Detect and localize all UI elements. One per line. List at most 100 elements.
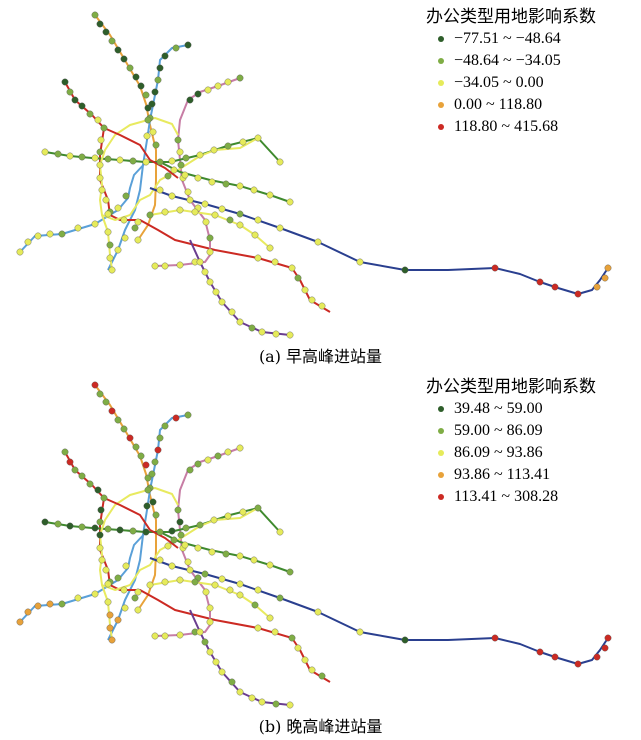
station-marker [104, 228, 112, 236]
station-marker [24, 238, 32, 246]
station-marker [176, 631, 184, 639]
station-marker [146, 211, 154, 219]
station-marker [116, 156, 124, 164]
station-marker [34, 232, 42, 240]
legend-label: 39.48 ~ 59.00 [454, 400, 543, 417]
legend-label: 59.00 ~ 86.09 [454, 422, 543, 439]
station-marker [276, 594, 284, 602]
station-marker [116, 526, 124, 534]
station-marker [108, 407, 116, 415]
station-marker [154, 76, 162, 84]
station-marker [251, 231, 259, 239]
station-marker [206, 248, 214, 256]
station-marker [250, 556, 258, 564]
station-marker [172, 414, 180, 422]
station-marker [266, 561, 274, 569]
station-marker [46, 230, 54, 238]
legend-item: 118.80 ~ 415.68 [416, 116, 636, 138]
station-marker [604, 634, 612, 642]
station-marker [34, 602, 42, 610]
station-marker [96, 161, 104, 169]
legend-dot-icon [438, 428, 444, 434]
station-marker [66, 152, 74, 160]
station-marker [91, 524, 99, 532]
station-marker [61, 448, 69, 456]
station-marker [74, 594, 82, 602]
station-marker [176, 576, 184, 584]
station-marker [177, 531, 185, 539]
legend-label: 86.09 ~ 93.86 [454, 444, 543, 461]
station-marker [194, 174, 202, 182]
legend-dot-icon [438, 58, 444, 64]
station-marker [121, 604, 129, 612]
station-marker [131, 224, 139, 232]
station-marker [170, 536, 178, 544]
station-marker [224, 512, 232, 520]
station-marker [96, 390, 104, 398]
station-marker [144, 486, 152, 494]
station-marker [24, 608, 32, 616]
station-marker [161, 578, 169, 586]
legend-item: 0.00 ~ 118.80 [416, 94, 636, 116]
station-marker [206, 234, 214, 242]
legend-label: 118.80 ~ 415.68 [454, 118, 559, 135]
station-marker [161, 422, 169, 430]
station-marker [104, 155, 112, 163]
station-marker [191, 578, 199, 586]
station-marker [142, 528, 150, 536]
station-marker [574, 290, 582, 298]
legend-dot-icon [438, 124, 444, 130]
station-marker [104, 210, 112, 218]
station-marker [210, 146, 218, 154]
legend-label: 93.86 ~ 113.41 [454, 466, 551, 483]
station-marker [97, 506, 105, 514]
station-marker [186, 196, 194, 204]
station-marker [236, 221, 244, 229]
legend-item: 39.48 ~ 59.00 [416, 398, 636, 420]
station-marker [318, 672, 326, 680]
station-marker [184, 41, 192, 49]
station-marker [97, 136, 105, 144]
station-marker [151, 88, 159, 96]
station-marker [236, 580, 244, 588]
station-marker [149, 498, 157, 506]
station-marker [196, 628, 204, 636]
station-marker [106, 611, 114, 619]
station-marker [168, 157, 176, 165]
station-marker [314, 608, 322, 616]
metro-line [149, 557, 609, 665]
station-marker [202, 588, 210, 596]
station-marker [146, 581, 154, 589]
station-marker [106, 624, 114, 632]
station-marker [54, 150, 62, 158]
station-marker [134, 236, 142, 244]
station-marker [181, 541, 189, 549]
station-marker [224, 448, 232, 456]
station-marker [126, 64, 134, 72]
station-marker [356, 258, 364, 266]
station-marker [601, 644, 609, 652]
station-marker [134, 606, 142, 614]
station-marker [106, 241, 114, 249]
station-marker [206, 648, 214, 656]
station-marker [176, 206, 184, 214]
station-marker [356, 628, 364, 636]
station-marker [148, 100, 156, 108]
station-marker [228, 308, 236, 316]
metro-line [154, 77, 241, 267]
station-marker [102, 196, 110, 204]
station-marker [176, 518, 184, 526]
station-marker [301, 286, 309, 294]
station-marker [98, 186, 106, 194]
legend-dot-icon [438, 406, 444, 412]
legend-label: −48.64 ~ −34.05 [454, 52, 561, 69]
station-marker [108, 266, 116, 274]
station-marker [308, 296, 316, 304]
station-marker [71, 466, 79, 474]
legend-dot-icon [438, 494, 444, 500]
station-marker [91, 11, 99, 19]
station-marker [91, 590, 99, 598]
station-marker [212, 658, 220, 666]
metro-map-evening [16, 381, 612, 709]
station-marker [152, 141, 160, 149]
